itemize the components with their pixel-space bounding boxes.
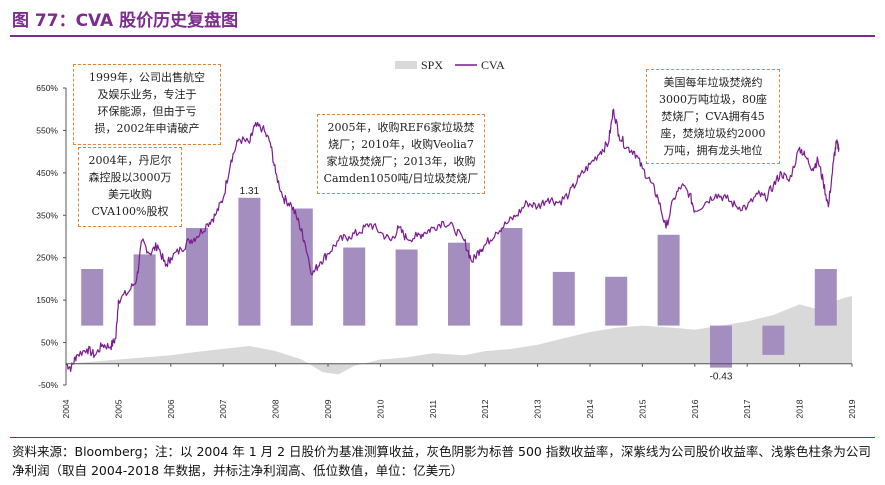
x-tick-label: 2018: [795, 399, 805, 418]
annotation-line: 万吨，拥有龙头地位: [663, 144, 763, 157]
annotation-line: CVA100%股权: [91, 205, 169, 218]
annotation-line: 烧厂；2010年，收购Veolia7: [328, 138, 474, 151]
footer-divider: [10, 437, 875, 438]
x-tick-label: 2014: [585, 399, 595, 418]
net-income-bar-2008: [290, 208, 313, 326]
spx-area: [66, 295, 852, 375]
annotation-line: 及娱乐业务，专注于: [97, 88, 197, 101]
net-income-label-2007: 1.31: [240, 186, 260, 197]
cva-line-layer: [65, 108, 840, 372]
source-note: 资料来源：Bloomberg；注：以 2004 年 1 月 2 日股价为基准测算…: [12, 444, 871, 478]
x-tick-label: 2013: [533, 399, 543, 418]
x-tick-label: 2015: [637, 399, 647, 418]
y-tick-label: 350%: [36, 210, 58, 220]
net-income-bar-2016: [710, 325, 732, 368]
x-tick-label: 2011: [428, 400, 438, 419]
figure-title: 图 77：CVA 股价历史复盘图: [12, 11, 239, 31]
net-income-bar-2004: [81, 269, 104, 326]
axis-layer: 650% 550% 450% 350% 250% 150% 50% -50%2004 2005 2…: [36, 83, 857, 418]
annotation-line: 焚烧厂；CVA拥有45: [661, 110, 765, 123]
annotation-2005-2013-acquisitions: 2005年，收购REF6家垃圾焚 烧厂；2010年，收购Veolia7 家垃圾焚…: [317, 114, 485, 194]
annotation-1999-bankruptcy: 1999年，公司出售航空 及娱乐业务，专注于 环保能源，但由于亏 损，2002年…: [73, 64, 221, 145]
y-tick-label: 150%: [36, 295, 58, 305]
annotation-line: 环保能源，但由于亏: [97, 105, 197, 118]
net-income-bar-2015: [657, 234, 680, 326]
y-tick-label: 50%: [41, 338, 58, 348]
annotation-2004-acquisition: 2004年，丹尼尔 森控股以3000万 美元收购 CVA100%股权: [78, 147, 182, 227]
annotation-line: 森控股以3000万: [88, 171, 172, 184]
x-tick-label: 2004: [61, 399, 71, 418]
x-tick-label: 2016: [690, 399, 700, 418]
net-income-bar-2018: [814, 269, 837, 326]
annotation-line: 家垃圾焚烧厂；2013年，收购: [326, 155, 476, 168]
net-income-bar-2010: [395, 249, 418, 326]
annotation-line: 座，焚烧垃圾约2000: [660, 127, 766, 140]
x-tick-label: 2006: [166, 399, 176, 418]
annotation-line: 2004年，丹尼尔: [88, 154, 172, 167]
title-divider: [10, 35, 875, 37]
x-tick-label: 2008: [271, 399, 281, 418]
y-tick-label: 650%: [36, 83, 58, 93]
spx-area-layer: [66, 295, 852, 375]
y-tick-label: 450%: [36, 168, 58, 178]
stock-history-chart: 1.31 -0.43 650% 550% 450% 350% 250% 150% 50% -50…: [36, 58, 857, 418]
x-tick-label: 2005: [113, 399, 123, 418]
annotation-line: Camden1050吨/日垃圾焚烧厂: [323, 172, 479, 185]
x-tick-label: 2012: [480, 399, 490, 418]
cva-return-line: [65, 108, 840, 372]
net-income-bar-2007: [238, 197, 261, 326]
legend-cva-label: CVA: [481, 58, 505, 72]
x-tick-label: 2017: [742, 399, 752, 418]
x-tick-label: 2009: [323, 399, 333, 418]
annotation-line: 3000万吨垃圾，80座: [659, 93, 767, 106]
annotation-line: 2005年，收购REF6家垃圾焚: [327, 121, 475, 134]
annotation-line: 美国每年垃圾焚烧约: [663, 76, 763, 89]
net-income-bar-2006: [186, 228, 208, 326]
net-income-bar-2014: [605, 276, 628, 326]
net-income-bar-2017: [762, 325, 785, 355]
y-tick-label: 550%: [36, 125, 58, 135]
x-tick-label: 2010: [375, 399, 385, 418]
x-tick-label: 2007: [218, 399, 228, 418]
net-income-bar-2005: [133, 254, 156, 326]
net-income-label-2016: -0.43: [710, 372, 733, 383]
legend-spx-swatch: [395, 61, 417, 69]
net-income-bar-layer: 1.31 -0.43: [81, 186, 837, 383]
annotation-line: 1999年，公司出售航空: [89, 71, 205, 84]
net-income-bar-2012: [500, 228, 523, 326]
legend-spx-label: SPX: [421, 58, 443, 72]
net-income-bar-2009: [343, 247, 366, 326]
annotation-line: 美元收购: [108, 188, 152, 201]
net-income-bar-2011: [448, 242, 470, 326]
annotation-line: 损，2002年申请破产: [94, 122, 200, 135]
net-income-bar-2013: [552, 271, 575, 326]
x-tick-label: 2019: [847, 399, 857, 418]
annotation-market-position: 美国每年垃圾焚烧约 3000万吨垃圾，80座 焚烧厂；CVA拥有45 座，焚烧垃…: [646, 69, 780, 164]
y-tick-label: 250%: [36, 253, 58, 263]
y-tick-label: -50%: [38, 380, 58, 390]
legend: SPX CVA: [395, 58, 505, 72]
